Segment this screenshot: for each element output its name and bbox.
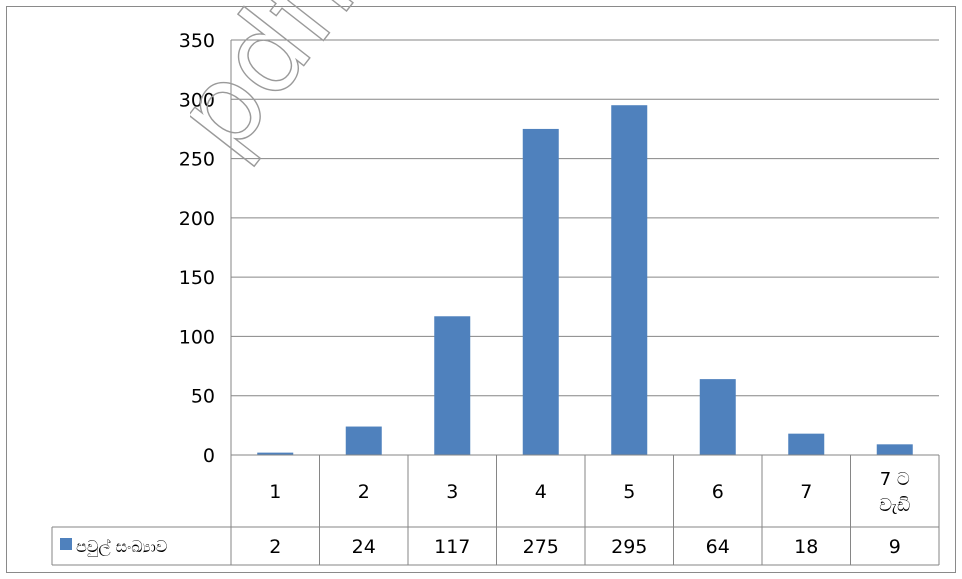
bar — [434, 316, 471, 455]
bar — [257, 452, 294, 455]
bar — [699, 379, 736, 455]
data-table-value: 18 — [794, 536, 818, 558]
y-tick-label: 350 — [179, 30, 215, 52]
x-category-label: 6 — [712, 481, 724, 503]
legend-swatch — [60, 538, 72, 550]
y-tick-label: 50 — [191, 386, 215, 408]
data-table-value: 295 — [611, 536, 647, 558]
x-category-label: 2 — [358, 481, 370, 503]
y-tick-label: 200 — [179, 208, 215, 230]
data-table-value: 117 — [434, 536, 470, 558]
y-tick-label: 100 — [179, 326, 215, 348]
y-tick-label: 300 — [179, 89, 215, 111]
bar — [788, 433, 825, 455]
x-category-label: 7 — [800, 481, 812, 503]
y-tick-label: 150 — [179, 267, 215, 289]
x-category-label: 3 — [446, 481, 458, 503]
x-category-label: 4 — [535, 481, 547, 503]
chart-frame: 0 50 100 150 200 250 300 350 1 2 3 4 5 6 7 7 ට වැඩි 2 24 11… — [6, 6, 956, 573]
data-table-value: 2 — [269, 536, 281, 558]
bar — [611, 105, 648, 455]
data-table-value: 9 — [889, 536, 901, 558]
x-category-label: 1 — [269, 481, 281, 503]
x-category-label: 5 — [623, 481, 635, 503]
bar — [345, 426, 382, 455]
data-table-value: 24 — [352, 536, 376, 558]
y-tick-label: 250 — [179, 149, 215, 171]
y-tick-label: 0 — [203, 445, 215, 467]
data-table-value: 275 — [523, 536, 559, 558]
bar-chart: 0 50 100 150 200 250 300 350 1 2 3 4 5 6 7 7 ට වැඩි 2 24 11… — [51, 30, 940, 566]
bar — [522, 128, 559, 455]
legend-series-name: පවුල් සංඛ්‍යාව — [76, 537, 167, 557]
data-table-value: 64 — [706, 536, 730, 558]
x-category-label: 7 ට වැඩි — [879, 469, 910, 516]
bar — [876, 444, 913, 455]
